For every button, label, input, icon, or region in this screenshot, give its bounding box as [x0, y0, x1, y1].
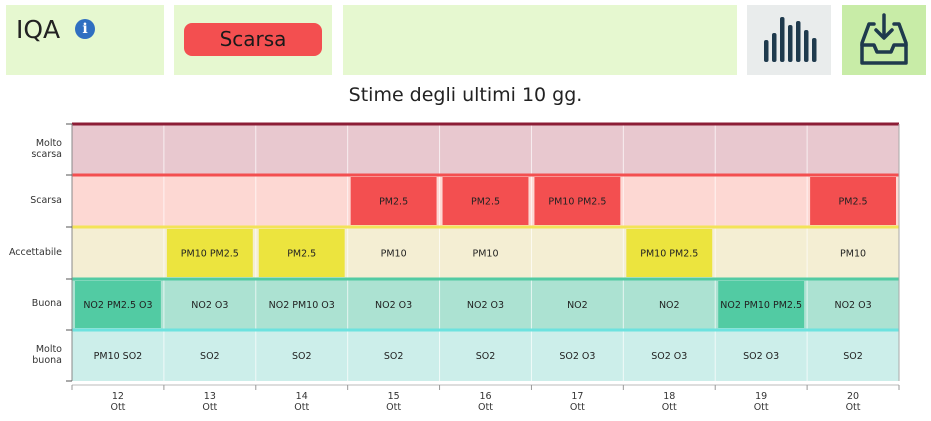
x-axis-day: 17	[571, 391, 584, 402]
y-axis-label-line: scarsa	[31, 148, 62, 160]
iqa-label: IQA	[16, 15, 61, 44]
x-axis-day: 15	[387, 391, 400, 402]
chart-title: Stime degli ultimi 10 gg.	[348, 84, 583, 106]
y-axis-label-molto-scarsa: Molto scarsa	[2, 138, 62, 160]
cell-label: SO2 O3	[743, 351, 779, 362]
cell-label: NO2	[567, 300, 588, 311]
cell-label: SO2 O3	[559, 351, 595, 362]
cell-label: NO2 O3	[191, 300, 228, 311]
x-axis-month: Ott	[110, 402, 126, 413]
download-tray-icon	[860, 13, 908, 65]
info-icon[interactable]: i	[75, 19, 95, 39]
bar-chart-icon	[764, 17, 817, 62]
chart-button[interactable]	[747, 5, 831, 75]
x-axis-label: 19 Ott	[731, 391, 791, 413]
cell-label: PM2.5	[379, 197, 408, 208]
x-axis-label: 18 Ott	[639, 391, 699, 413]
cell-label: PM2.5	[471, 197, 500, 208]
x-axis-month: Ott	[202, 402, 218, 413]
x-axis-month: Ott	[386, 402, 402, 413]
x-axis-month: Ott	[294, 402, 310, 413]
row-band-molto_scarsa	[72, 124, 899, 175]
cell-highlight	[810, 177, 896, 225]
x-axis-month: Ott	[478, 402, 493, 413]
y-axis-label-line: Accettabile	[8, 246, 62, 258]
cell-highlight	[258, 229, 345, 277]
x-axis-day: 20	[847, 391, 860, 402]
cell-highlight	[166, 229, 253, 277]
x-axis-label: 13 Ott	[180, 391, 240, 413]
cell-label: PM10 SO2	[94, 351, 143, 362]
cell-label: SO2	[843, 351, 863, 362]
cell-label: PM10	[472, 249, 498, 260]
cell-label: NO2 PM10 O3	[269, 300, 335, 311]
cell-label: NO2 PM10 PM2.5	[720, 300, 802, 311]
y-axis-label-line: Scarsa	[30, 194, 62, 206]
cell-label: SO2	[200, 351, 220, 362]
status-badge: Scarsa	[184, 23, 322, 56]
x-axis-day: 16	[479, 391, 492, 402]
x-axis-label: 16 Ott	[456, 391, 516, 413]
x-axis-day: 12	[111, 391, 124, 402]
x-axis-label: 12 Ott	[88, 391, 148, 413]
x-axis-day: 18	[663, 391, 676, 402]
iqa-panel: IQA i	[6, 5, 164, 75]
x-axis-month: Ott	[569, 402, 585, 413]
x-axis-day: 13	[203, 391, 216, 402]
cell-label: PM2.5	[287, 249, 316, 260]
cell-highlight	[442, 177, 529, 225]
y-axis-label-line: Buona	[31, 298, 62, 309]
y-axis-label-scarsa: Scarsa	[2, 195, 62, 206]
cell-label: NO2 PM2.5 O3	[83, 300, 152, 311]
y-axis-label-line: buona	[32, 354, 62, 366]
empty-panel	[343, 5, 737, 75]
y-axis-label-molto-buona: Molto buona	[2, 344, 62, 366]
cell-label: NO2 O3	[834, 300, 871, 311]
cell-highlight	[626, 229, 713, 277]
cell-highlight	[534, 177, 621, 225]
row-band-molto_buona	[72, 330, 899, 381]
cell-label: SO2	[292, 351, 312, 362]
cell-label: PM10	[840, 249, 866, 260]
cell-label: NO2 O3	[467, 300, 504, 311]
y-axis-label-line: Molto	[35, 343, 62, 355]
download-button[interactable]	[842, 5, 926, 75]
y-axis-label-line: Molto	[35, 137, 62, 149]
cell-label: SO2	[476, 351, 496, 362]
cell-label: PM2.5	[839, 197, 868, 208]
cell-label: SO2	[384, 351, 404, 362]
cell-label: PM10 PM2.5	[640, 249, 698, 260]
cell-label: PM10	[381, 249, 407, 260]
x-axis-label: 14 Ott	[272, 391, 332, 413]
x-axis-day: 14	[295, 391, 308, 402]
cell-label: NO2	[659, 300, 680, 311]
x-axis-month: Ott	[661, 402, 677, 413]
x-axis-label: 15 Ott	[364, 391, 424, 413]
x-axis-day: 19	[755, 391, 768, 402]
x-axis-month: Ott	[845, 402, 861, 413]
status-panel: Scarsa	[174, 5, 332, 75]
cell-label: PM10 PM2.5	[548, 197, 606, 208]
y-axis-label-accettabile: Accettabile	[2, 247, 62, 258]
x-axis-label: 20 Ott	[823, 391, 883, 413]
y-axis-label-buona: Buona	[2, 298, 62, 309]
x-axis-label: 17 Ott	[547, 391, 607, 413]
cell-highlight	[75, 281, 161, 328]
cell-highlight	[718, 281, 805, 328]
x-axis-month: Ott	[753, 402, 769, 413]
cell-highlight	[350, 177, 437, 225]
cell-label: SO2 O3	[651, 351, 687, 362]
cell-label: PM10 PM2.5	[181, 249, 239, 260]
cell-label: NO2 O3	[375, 300, 412, 311]
